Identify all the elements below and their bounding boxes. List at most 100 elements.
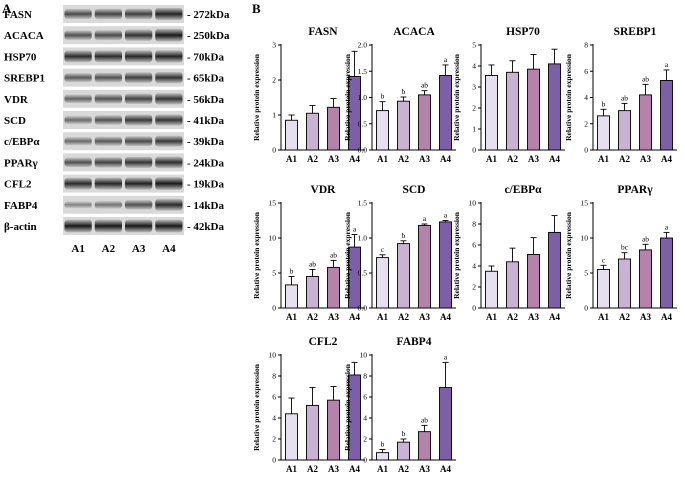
- bar: [418, 94, 431, 151]
- y-tick-label: 10: [469, 199, 477, 208]
- y-tick-label: 0.0: [358, 304, 368, 313]
- significance-letter: b: [381, 440, 385, 449]
- x-tick-label: A2: [619, 312, 630, 322]
- y-tick-label: 2: [272, 435, 276, 444]
- chart-ppar-: PPARγ Relative protein expression 0 5 10 15 c A…: [564, 184, 677, 322]
- bar: [618, 258, 631, 309]
- y-axis-label: Relative protein expression: [343, 53, 352, 141]
- blot-strip: [63, 132, 184, 151]
- bar: [376, 257, 389, 309]
- blot-protein-label: ACACA: [4, 30, 44, 42]
- significance-letter: a: [444, 211, 448, 220]
- y-tick-label: 2: [472, 283, 476, 292]
- y-axis-label: Relative protein expression: [252, 53, 261, 141]
- bar: [597, 269, 610, 309]
- x-tick-label: A1: [377, 464, 388, 474]
- y-axis-label: Relative protein expression: [252, 211, 261, 299]
- blot-band: [125, 72, 153, 83]
- significance-letter: a: [444, 55, 448, 64]
- blot-band: [125, 177, 153, 190]
- significance-letter: a: [423, 214, 427, 223]
- x-tick-label: A1: [598, 312, 609, 322]
- blot-size-label: - 24kDa: [187, 157, 224, 169]
- blot-protein-label: CFL2: [4, 179, 32, 191]
- chart-hsp70: HSP70 Relative protein expression 0 1 2 3 4 5 A1…: [452, 26, 565, 164]
- blot-protein-label: PPARγ: [4, 157, 38, 169]
- significance-letter: c: [602, 255, 606, 264]
- blot-protein-label: FABP4: [4, 200, 38, 212]
- blot-band: [155, 93, 183, 105]
- x-tick-label: A2: [307, 154, 318, 164]
- blot-band: [155, 135, 183, 147]
- bar: [639, 249, 652, 309]
- bar: [639, 94, 652, 151]
- x-tick-label: A2: [507, 154, 518, 164]
- blot-size-label: - 19kDa: [187, 179, 224, 191]
- y-tick-label: 0: [272, 456, 276, 465]
- y-axis-label: Relative protein expression: [343, 363, 352, 451]
- bar: [548, 231, 561, 309]
- significance-letter: a: [353, 225, 357, 234]
- blot-band: [125, 50, 153, 63]
- significance-letter: a: [665, 60, 669, 69]
- bar: [485, 270, 498, 309]
- blot-strip: [63, 111, 184, 129]
- blot-size-label: - 272kDa: [187, 9, 230, 21]
- y-tick-label: 2: [472, 104, 476, 113]
- blot-band: [155, 7, 183, 21]
- chart-c-ebp-: c/EBPα Relative protein expression 0 2 4 6 8 10…: [452, 184, 565, 322]
- x-tick-label: A4: [549, 312, 560, 322]
- x-tick-label: A1: [598, 154, 609, 164]
- blot-band: [64, 157, 92, 168]
- x-tick-label: A4: [349, 464, 360, 474]
- western-blot-panel: FASN - 272kDa ACACA - 250kDa HSP70 - 70kDa SRE…: [4, 5, 230, 255]
- blot-lane-label: A2: [102, 243, 116, 255]
- y-tick-label: 0: [472, 304, 476, 313]
- blot-band: [64, 219, 92, 233]
- bar: [548, 63, 561, 151]
- x-tick-label: A3: [328, 312, 339, 322]
- x-tick-label: A2: [619, 154, 630, 164]
- bar: [597, 115, 610, 151]
- y-tick-label: 10: [269, 351, 277, 360]
- x-tick-label: A3: [528, 154, 539, 164]
- y-tick-label: 5: [272, 269, 276, 278]
- blot-band: [125, 200, 153, 210]
- blot-band: [94, 177, 122, 190]
- blot-band: [94, 72, 122, 83]
- y-tick-label: 4: [272, 414, 276, 423]
- y-tick-label: 1.5: [358, 199, 368, 208]
- x-tick-label: A4: [440, 154, 451, 164]
- blot-band: [125, 156, 153, 168]
- y-tick-label: 4: [472, 262, 476, 271]
- y-tick-label: 10: [360, 351, 368, 360]
- y-axis-label: Relative protein expression: [564, 53, 573, 141]
- x-tick-label: A4: [440, 464, 451, 474]
- y-axis-label: Relative protein expression: [452, 211, 461, 299]
- chart-acaca: ACACA Relative protein expression 0.0 0.5 1.…: [343, 26, 456, 164]
- y-tick-label: 2: [272, 76, 276, 85]
- x-tick-label: A2: [307, 464, 318, 474]
- chart-title: SCD: [402, 184, 425, 196]
- y-tick-label: 4: [584, 93, 588, 102]
- x-tick-label: A1: [286, 154, 297, 164]
- significance-letter: ab: [421, 81, 428, 90]
- bar: [376, 110, 389, 151]
- y-tick-label: 10: [581, 234, 589, 243]
- bar: [327, 106, 340, 151]
- bar: [376, 452, 389, 461]
- x-tick-label: A4: [661, 154, 672, 164]
- blot-protein-label: SCD: [4, 115, 26, 127]
- y-tick-label: 0.0: [358, 146, 368, 155]
- blot-band: [94, 30, 122, 41]
- blot-band: [64, 9, 92, 19]
- blot-band: [64, 94, 92, 104]
- y-tick-label: 5: [472, 41, 476, 50]
- blot-size-label: - 250kDa: [187, 30, 230, 42]
- x-tick-label: A1: [377, 154, 388, 164]
- blot-lane-label: A1: [71, 243, 84, 255]
- blot-strip: [63, 195, 184, 214]
- blot-band: [125, 114, 153, 126]
- blot-band: [94, 50, 122, 63]
